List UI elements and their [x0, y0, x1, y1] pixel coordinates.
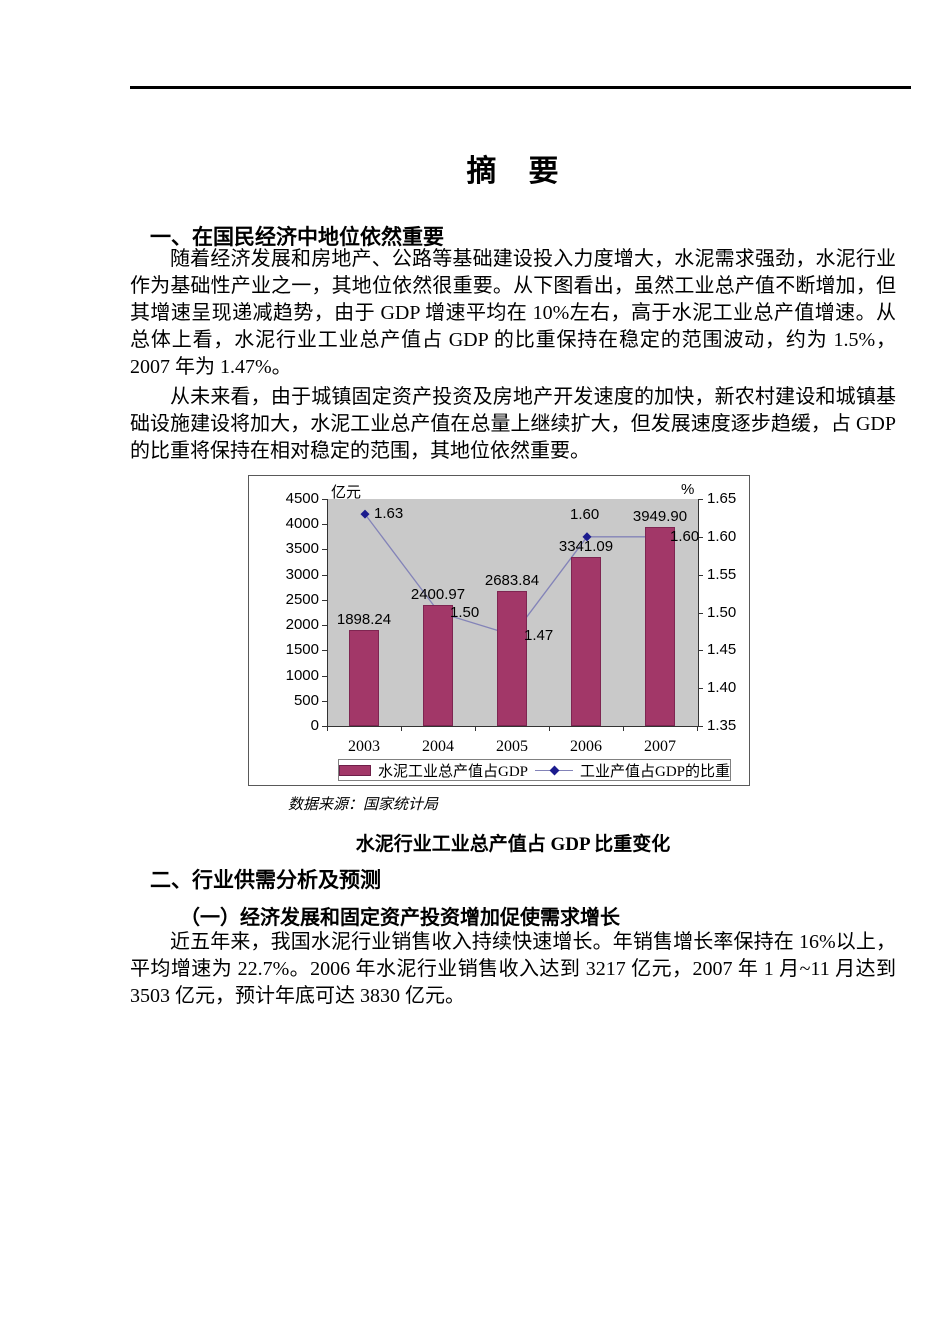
line-series-marker-icon: [535, 765, 573, 776]
x-axis-tickmark: [327, 727, 328, 731]
left-axis-tickmark: [322, 599, 327, 601]
x-axis-category-label: 2005: [496, 738, 528, 755]
right-axis-tickmark: [698, 650, 703, 652]
right-axis-tick-label: 1.60: [707, 527, 737, 545]
left-axis-unit: 亿元: [331, 484, 362, 501]
left-axis-tick-label: 500: [293, 691, 319, 709]
right-axis-tickmark: [698, 726, 703, 727]
right-axis-tickmark: [698, 612, 703, 614]
right-axis-unit: %: [681, 481, 695, 498]
line-value-label: 1.47: [524, 627, 554, 645]
bar-value-label: 3949.90: [632, 507, 688, 525]
bar-series-label: 水泥工业总产值占GDP: [378, 763, 529, 780]
left-axis-tick-label: 3000: [285, 565, 319, 583]
right-axis-tickmark: [698, 536, 703, 538]
chart-caption: 水泥行业工业总产值占 GDP 比重变化: [355, 834, 671, 855]
left-axis-tickmark: [322, 726, 327, 727]
right-axis-tick-label: 1.35: [707, 717, 737, 734]
left-axis-tick-label: 1000: [285, 666, 319, 684]
gdp-ratio-chart: 亿元 % 水泥工业总产值占GDP 工业产值占GDP的比重 4500 4000 350…: [248, 475, 750, 786]
left-axis-tick-label: 4500: [285, 490, 319, 507]
page-title: 摘 要: [466, 155, 560, 188]
section-2-sub-1-heading: （一）经济发展和固定资产投资增加促使需求增长: [180, 907, 620, 929]
right-axis-tickmark: [698, 499, 703, 500]
left-axis-tickmark: [322, 499, 327, 500]
left-axis-tick-label: 3500: [285, 540, 319, 558]
right-axis-tick-label: 1.45: [707, 641, 737, 659]
x-axis-category-label: 2004: [422, 738, 454, 755]
header-rule: [130, 86, 911, 89]
bar-series-swatch: [339, 764, 371, 776]
line-series-label: 工业产值占GDP的比重: [580, 763, 731, 780]
right-axis-tick-label: 1.50: [707, 603, 737, 621]
bar-2005: [497, 590, 527, 726]
x-axis-tickmark: [697, 727, 698, 731]
left-axis-tickmark: [322, 700, 327, 702]
diamond-marker-icon: [549, 765, 560, 775]
left-axis-tick-label: 1500: [285, 641, 319, 659]
data-source-note: 数据来源：国家统计局: [288, 797, 439, 813]
paragraph-3: 近五年来，我国水泥行业销售收入持续快速增长。年销售增长率保持在 16%以上，平均…: [130, 931, 896, 1007]
bar-2006: [571, 557, 601, 726]
left-axis-tickmark: [322, 574, 327, 576]
bar-2003: [349, 630, 379, 726]
left-axis-tickmark: [322, 524, 327, 526]
bar-2004: [423, 604, 453, 726]
x-axis-tickmark: [401, 727, 402, 731]
left-axis-tickmark: [322, 675, 327, 677]
line-value-label: 1.50: [450, 603, 480, 621]
x-axis-tickmark: [549, 727, 550, 731]
x-axis-category-label: 2006: [570, 738, 602, 755]
right-axis-tickmark: [698, 688, 703, 690]
line-value-label: 1.60: [670, 527, 700, 545]
right-axis-tick-label: 1.65: [707, 490, 737, 507]
right-axis-tickmark: [698, 574, 703, 576]
paragraph-2: 从未来看，由于城镇固定资产投资及房地产开发速度的加快，新农村建设和城镇基础设施建…: [130, 386, 896, 462]
section-2-heading: 二、行业供需分析及预测: [150, 869, 381, 892]
bar-value-label: 3341.09: [558, 538, 614, 556]
line-value-label: 1.63: [374, 505, 404, 523]
left-axis-tick-label: 4000: [285, 515, 319, 533]
line-value-label: 1.60: [570, 505, 600, 523]
paragraph-1: 随着经济发展和房地产、公路等基础建设投入力度增大，水泥需求强劲，水泥行业作为基础…: [130, 248, 896, 378]
bar-2007: [645, 526, 675, 726]
left-axis-tick-label: 0: [310, 717, 319, 734]
left-axis-tick-label: 2000: [285, 616, 319, 634]
bar-value-label: 2400.97: [410, 585, 466, 603]
section-1-heading: 一、在国民经济中地位依然重要: [150, 226, 444, 249]
left-axis-tickmark: [322, 625, 327, 627]
right-axis-tick-label: 1.40: [707, 679, 737, 697]
bar-value-label: 1898.24: [336, 611, 392, 629]
bar-value-label: 2683.84: [484, 571, 540, 589]
left-axis-tickmark: [322, 650, 327, 652]
x-axis-category-label: 2007: [644, 738, 676, 755]
x-axis-category-label: 2003: [348, 738, 380, 755]
right-axis-tick-label: 1.55: [707, 565, 737, 583]
left-axis-tickmark: [322, 549, 327, 551]
chart-legend: 水泥工业总产值占GDP 工业产值占GDP的比重: [338, 759, 731, 781]
left-axis-tick-label: 2500: [285, 590, 319, 608]
x-axis-tickmark: [475, 727, 476, 731]
x-axis-tickmark: [623, 727, 624, 731]
diamond-marker-icon: [360, 509, 370, 519]
